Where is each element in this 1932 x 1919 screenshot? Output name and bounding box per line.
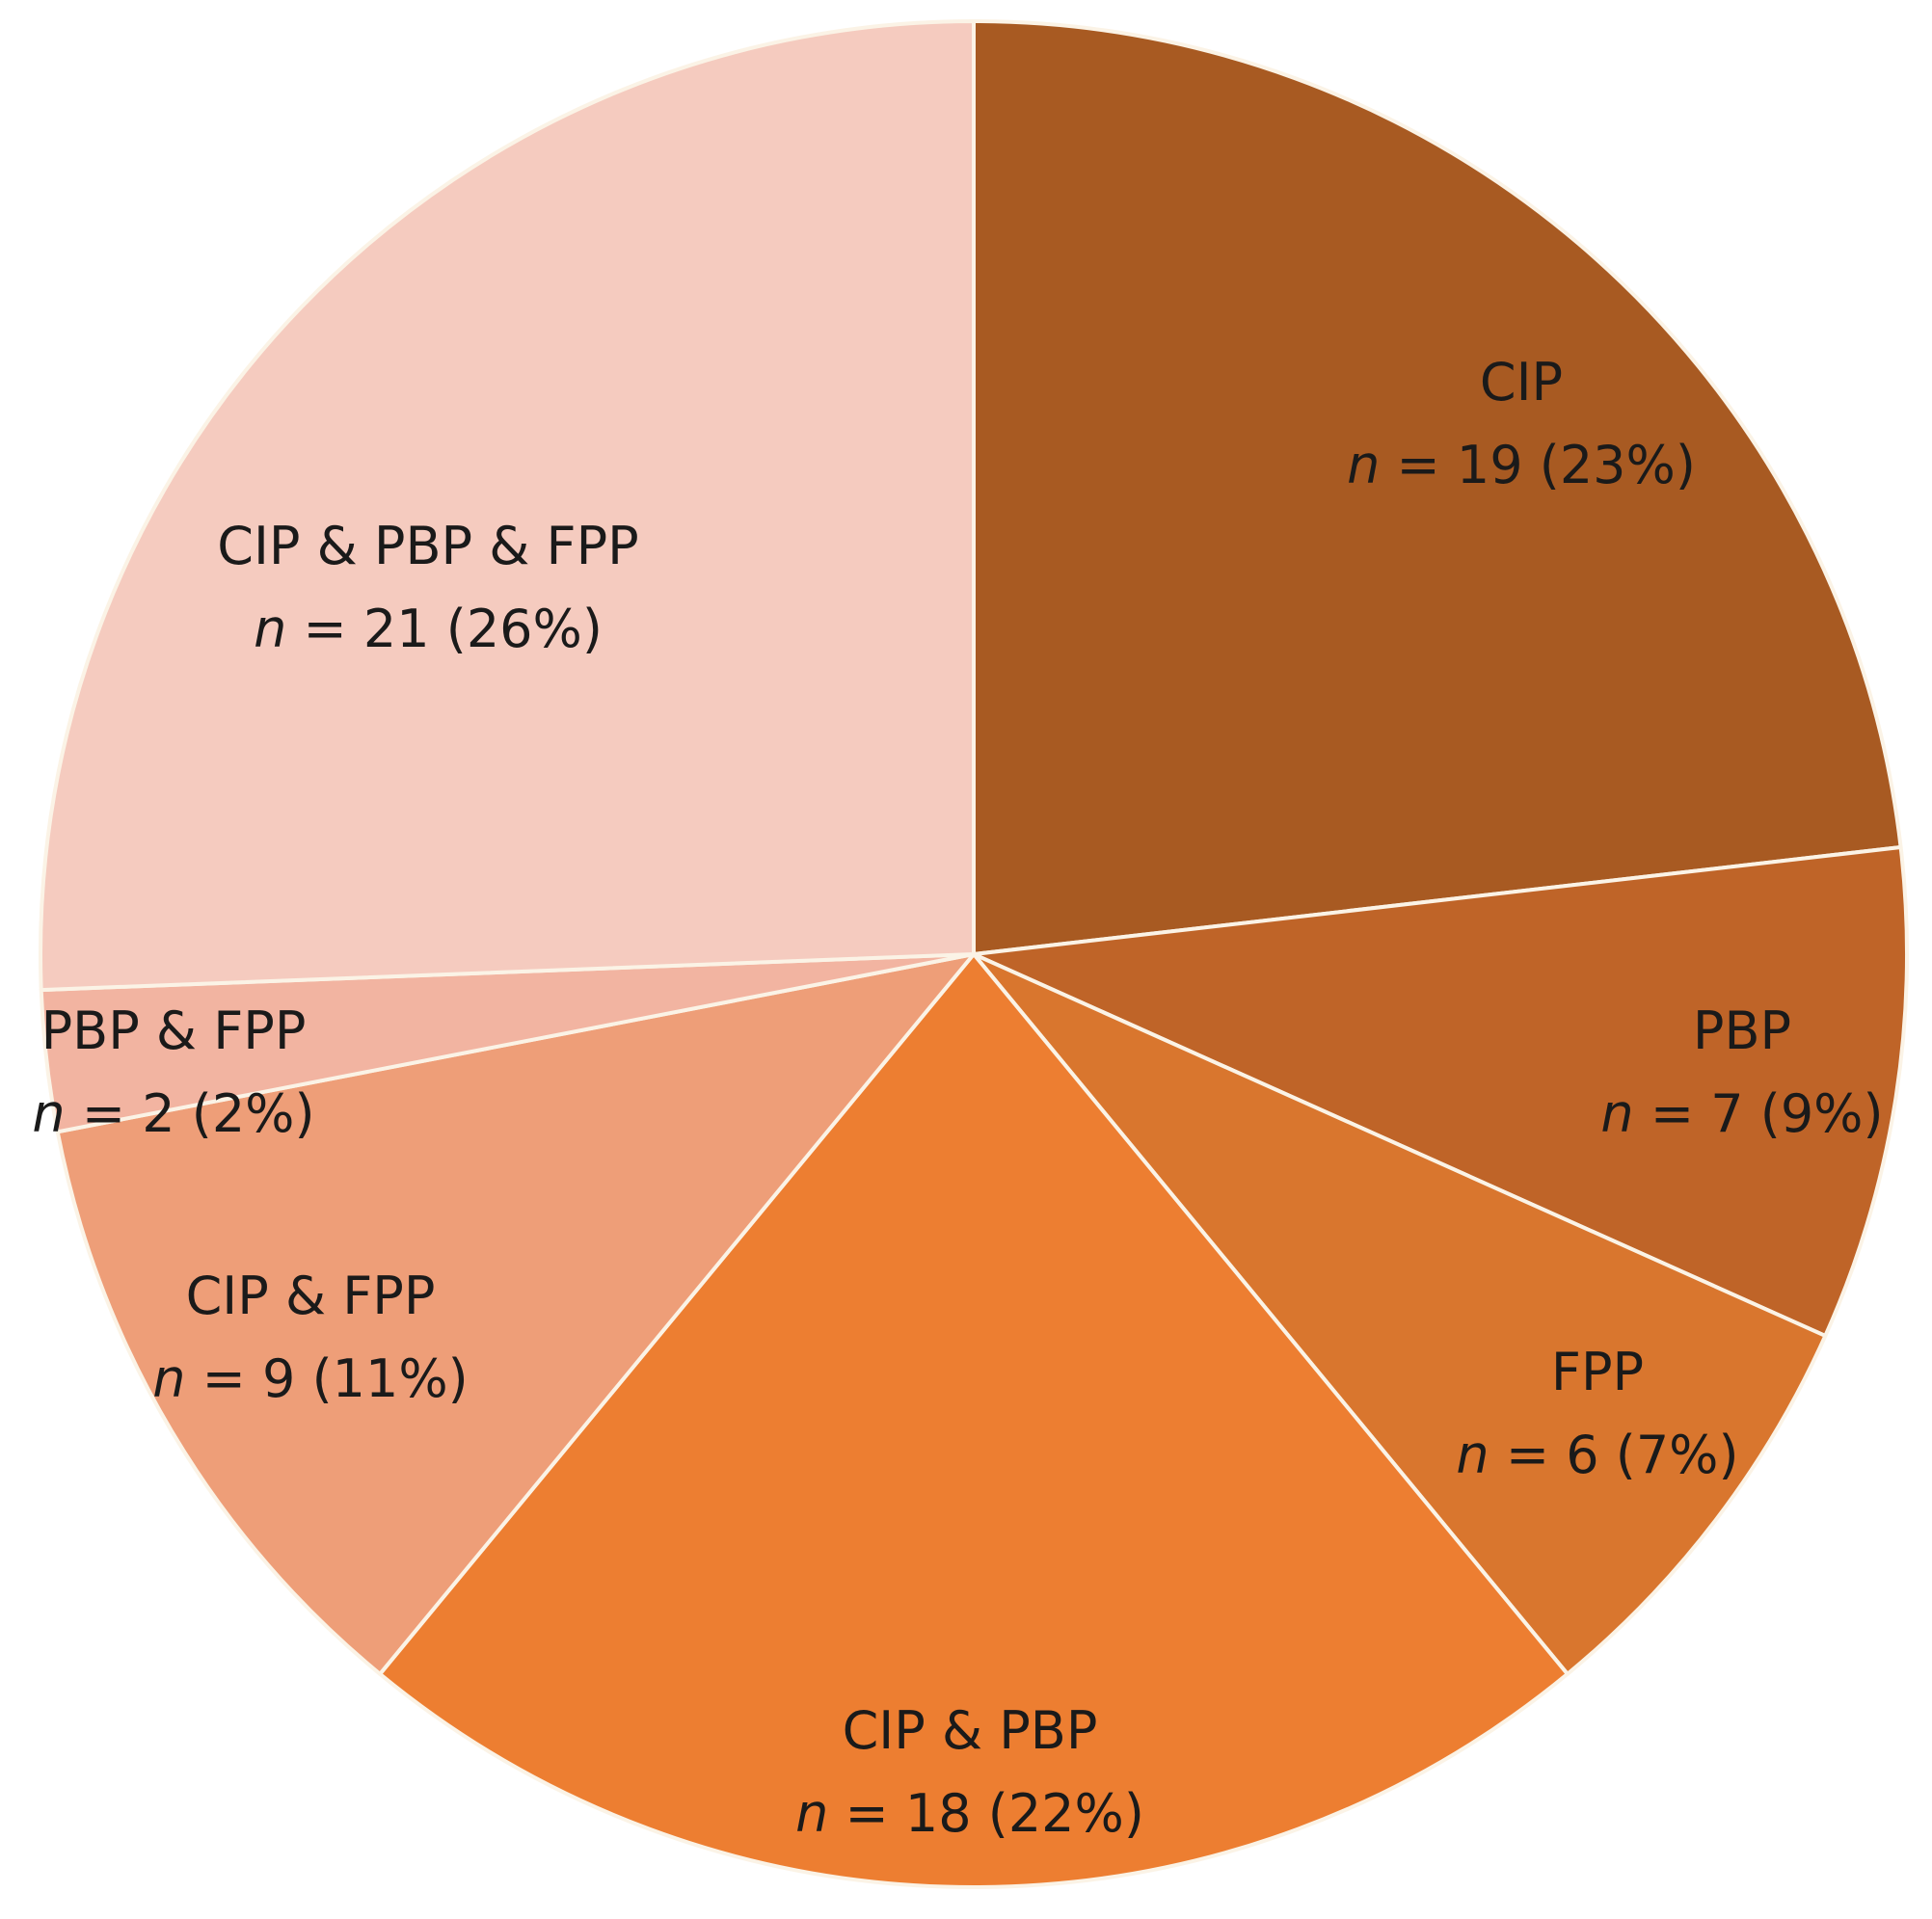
slice-category-label: PBP (1693, 1000, 1791, 1061)
pie-slice-cip-and-pbp-and-fpp (39, 19, 976, 993)
slice-category-label: CIP & PBP & FPP (217, 516, 638, 576)
slice-category-label: PBP & FPP (41, 1000, 307, 1061)
slice-value-label: = 21 (26%) (286, 599, 603, 659)
slice-label-pbp: PBP n = 7 (9%) (1600, 1000, 1883, 1144)
slice-n-symbol: n (1347, 435, 1380, 495)
slice-value-label: = 7 (9%) (1634, 1083, 1884, 1144)
slice-category-label: CIP & PBP (843, 1700, 1098, 1761)
slice-value-label: = 6 (7%) (1489, 1425, 1739, 1485)
slice-label-cip: CIP n = 19 (23%) (1347, 352, 1696, 495)
slice-label-cip-and-pbp: CIP & PBP n = 18 (22%) (795, 1700, 1144, 1844)
slice-value-label: = 18 (22%) (828, 1783, 1144, 1844)
slice-category-label: CIP & FPP (186, 1266, 436, 1326)
slice-label-cip-and-fpp: CIP & FPP n = 9 (11%) (152, 1266, 469, 1409)
slice-n-symbol: n (32, 1083, 65, 1144)
pie-slice-cip-and-fpp (55, 952, 976, 1676)
slice-value-label: = 19 (23%) (1380, 435, 1696, 495)
slice-n-symbol: n (1600, 1083, 1633, 1144)
slice-n-symbol: n (254, 599, 286, 659)
slice-label-pbp-and-fpp: PBP & FPP n = 2 (2%) (32, 1000, 314, 1144)
slice-category-label: CIP (1480, 352, 1563, 413)
pie-slices (39, 19, 1909, 1889)
pie-slice-pbp (972, 844, 1909, 1338)
slice-label-cip-and-pbp-and-fpp: CIP & PBP & FPP n = 21 (26%) (217, 516, 638, 659)
slice-value-label: = 9 (11%) (185, 1348, 468, 1409)
pie-labels: CIP n = 19 (23%) PBP n = 7 (9%) FPP n = 6 (7%… (32, 352, 1883, 1844)
slice-n-symbol: n (795, 1783, 828, 1844)
slice-n-symbol: n (152, 1348, 185, 1409)
pie-slice-fpp (972, 952, 1828, 1676)
pie-slice-cip-and-pbp (378, 952, 1570, 1889)
slice-category-label: FPP (1551, 1342, 1644, 1402)
slice-n-symbol: n (1456, 1425, 1489, 1485)
slice-label-fpp: FPP n = 6 (7%) (1456, 1342, 1738, 1485)
pie-slice-cip (972, 19, 1903, 956)
slice-value-label: = 2 (2%) (66, 1083, 315, 1144)
